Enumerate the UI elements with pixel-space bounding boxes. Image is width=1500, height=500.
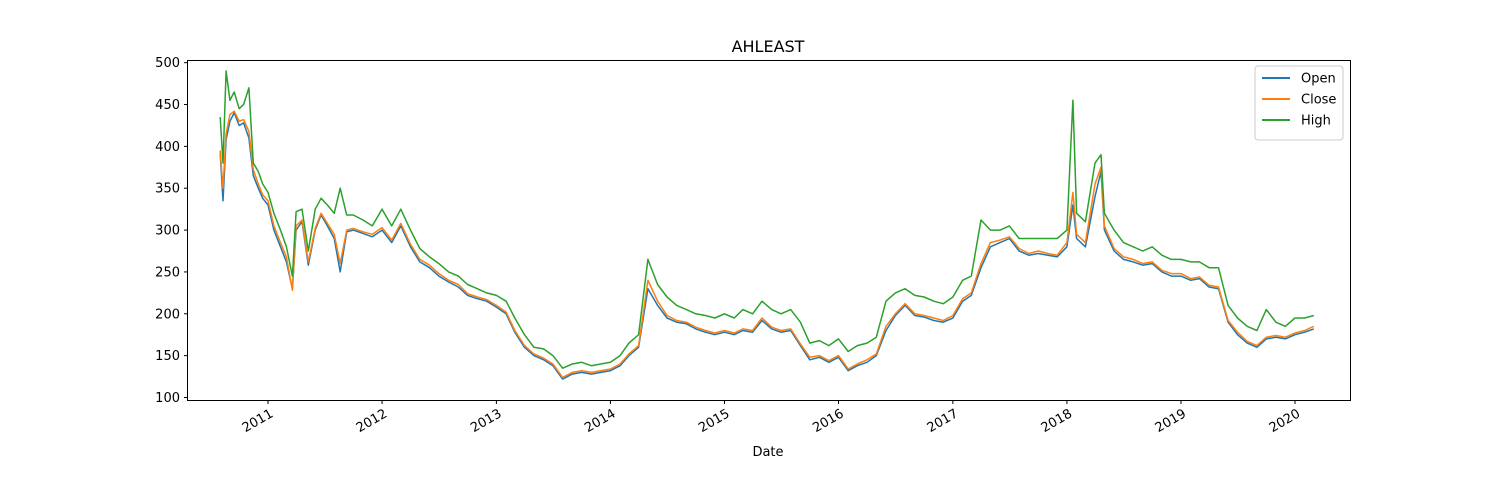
x-tick-label-0: 2011 [240, 406, 276, 436]
chart-title: AHLEAST [732, 37, 805, 56]
series-line-high [219, 70, 1314, 369]
y-tick-label-0: 100 [155, 391, 180, 406]
y-tick-label-1: 150 [155, 349, 180, 364]
x-tick-label-5: 2016 [810, 406, 846, 436]
legend-label-close: Close [1301, 93, 1336, 108]
x-tick-label-6: 2017 [925, 406, 961, 436]
y-tick-label-4: 300 [155, 224, 180, 239]
x-tick-label-8: 2019 [1153, 406, 1189, 436]
y-axis: 100 150 200 250 300 350 400 450 500 [155, 56, 188, 406]
x-tick-label-9: 2020 [1267, 406, 1303, 436]
legend-box [1254, 65, 1344, 141]
y-tick-label-7: 450 [155, 98, 180, 113]
y-tick-label-3: 250 [155, 265, 180, 280]
x-axis-label: Date [752, 445, 783, 460]
plot-lines [219, 70, 1315, 380]
x-axis: 2011 2012 2013 2014 2015 2016 2017 2018 2019 2020 [240, 400, 1303, 436]
x-tick-label-4: 2015 [696, 406, 732, 436]
plot-frame [187, 60, 1351, 401]
y-tick-label-5: 350 [155, 182, 180, 197]
x-tick-label-3: 2014 [582, 406, 618, 436]
x-tick-label-1: 2012 [354, 406, 390, 436]
x-tick-label-2: 2013 [468, 406, 504, 436]
y-tick-label-8: 500 [155, 56, 180, 71]
series-line-close [219, 110, 1315, 379]
legend: Open Close High [1254, 65, 1344, 141]
x-tick-label-7: 2018 [1039, 406, 1075, 436]
legend-label-open: Open [1301, 72, 1336, 87]
y-tick-label-6: 400 [155, 140, 180, 155]
legend-label-high: High [1301, 114, 1331, 129]
series-line-open [219, 112, 1315, 380]
y-tick-label-2: 200 [155, 307, 180, 322]
